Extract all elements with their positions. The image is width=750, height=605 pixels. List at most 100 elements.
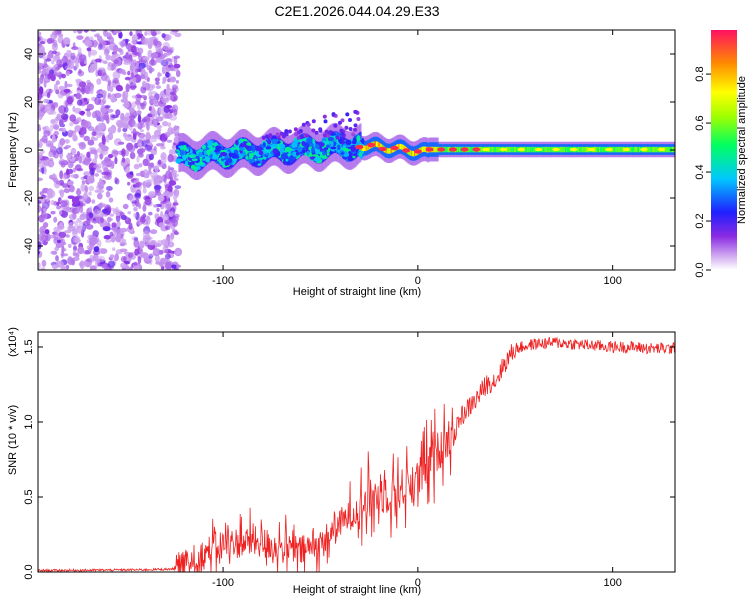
heatmap-cell	[402, 144, 405, 151]
heatmap-cell	[50, 118, 59, 126]
heatmap-cell	[97, 163, 102, 169]
heatmap-cell	[137, 47, 144, 54]
heatmap-cell	[67, 168, 74, 174]
heatmap-cell	[38, 102, 44, 110]
heatmap-cell	[322, 133, 327, 138]
heatmap-cell	[88, 212, 94, 219]
heatmap-cell	[76, 30, 83, 34]
heatmap-cell	[403, 145, 406, 151]
heatmap-cell	[167, 154, 174, 163]
heatmap-cell	[319, 142, 325, 147]
heatmap-cell	[161, 33, 166, 39]
heatmap-cell	[330, 146, 337, 150]
heatmap-cell	[119, 227, 128, 233]
heatmap-cell	[109, 213, 115, 217]
heatmap-cell	[53, 83, 58, 92]
heatmap-cell	[100, 150, 106, 154]
heatmap-cell	[336, 149, 340, 153]
heatmap-cell	[614, 146, 617, 153]
heatmap-cell	[311, 119, 316, 124]
heatmap-cell	[153, 184, 162, 190]
heatmap-cell	[207, 151, 211, 156]
heatmap-cell	[135, 182, 140, 188]
heatmap-cell	[38, 45, 45, 54]
heatmap-cell	[128, 107, 135, 113]
heatmap-cell	[48, 151, 53, 158]
heatmap-cell	[57, 91, 64, 99]
heatmap-cell	[129, 251, 137, 260]
heatmap-cell	[153, 204, 158, 208]
heatmap-cell	[654, 146, 657, 153]
heatmap-cell	[53, 200, 58, 206]
heatmap-cell	[41, 259, 46, 266]
heatmap-cell	[92, 111, 96, 119]
spectrogram-heatmap	[38, 30, 675, 270]
heatmap-cell	[509, 146, 512, 153]
heatmap-cell	[64, 65, 71, 70]
heatmap-cell	[128, 195, 136, 203]
heatmap-cell	[58, 231, 67, 238]
heatmap-cell	[390, 147, 393, 153]
heatmap-cell	[139, 248, 144, 254]
heatmap-cell	[122, 262, 126, 269]
heatmap-cell	[131, 40, 137, 44]
heatmap-cell	[311, 146, 315, 153]
heatmap-cell	[56, 205, 62, 210]
spectrogram-x-ticks: -100 0 100	[212, 30, 622, 287]
heatmap-cell	[87, 126, 95, 132]
colorbar-label: Normalized spectral amplitude	[736, 76, 748, 224]
heatmap-cell	[159, 261, 164, 267]
heatmap-cell	[38, 204, 42, 213]
heatmap-cell	[137, 142, 143, 147]
heatmap-cell	[78, 221, 83, 227]
heatmap-cell	[78, 156, 83, 164]
heatmap-cell	[76, 99, 83, 106]
heatmap-cell	[351, 140, 357, 145]
colorbar: 0.0 0.2 0.4 0.6 0.8 Normalized spectral ampl…	[694, 30, 748, 278]
heatmap-cell	[55, 255, 59, 262]
heatmap-cell	[551, 146, 554, 153]
heatmap-cell	[103, 30, 108, 33]
heatmap-cell	[135, 172, 142, 177]
heatmap-cell	[543, 146, 546, 153]
heatmap-cell	[655, 146, 658, 153]
heatmap-cell	[287, 129, 292, 134]
heatmap-cell	[164, 184, 171, 191]
heatmap-cell	[135, 99, 140, 106]
heatmap-cell	[413, 149, 422, 154]
heatmap-cell	[60, 113, 69, 120]
heatmap-cell	[127, 211, 131, 215]
heatmap-cell	[58, 210, 63, 215]
heatmap-cell	[58, 189, 64, 195]
heatmap-cell	[458, 146, 461, 153]
heatmap-cell	[150, 91, 158, 95]
heatmap-cell	[491, 146, 494, 153]
heatmap-cell	[91, 131, 97, 137]
heatmap-cell	[397, 144, 400, 150]
heatmap-cell	[602, 146, 605, 153]
heatmap-cell	[527, 146, 530, 153]
heatmap-cell	[165, 191, 172, 199]
heatmap-cell	[353, 123, 358, 128]
heatmap-cell	[124, 112, 131, 121]
heatmap-cell	[43, 64, 51, 71]
heatmap-cell	[577, 146, 580, 153]
heatmap-cell	[358, 152, 363, 157]
heatmap-cell	[566, 146, 569, 153]
heatmap-cell	[164, 253, 171, 260]
colorbar-tick-label: 0.0	[694, 262, 706, 277]
heatmap-cell	[220, 151, 227, 157]
heatmap-cell	[255, 147, 262, 152]
heatmap-cell	[161, 92, 165, 96]
heatmap-cell	[75, 59, 79, 69]
heatmap-cell	[41, 202, 50, 210]
heatmap-cell	[124, 76, 131, 81]
heatmap-cell	[147, 242, 155, 246]
heatmap-cell	[318, 127, 323, 132]
heatmap-cell	[118, 31, 123, 39]
x-tick-label: 100	[603, 275, 621, 287]
heatmap-cell	[330, 140, 334, 147]
heatmap-cell	[170, 95, 174, 101]
heatmap-cell	[365, 145, 368, 151]
heatmap-cell	[67, 160, 74, 169]
